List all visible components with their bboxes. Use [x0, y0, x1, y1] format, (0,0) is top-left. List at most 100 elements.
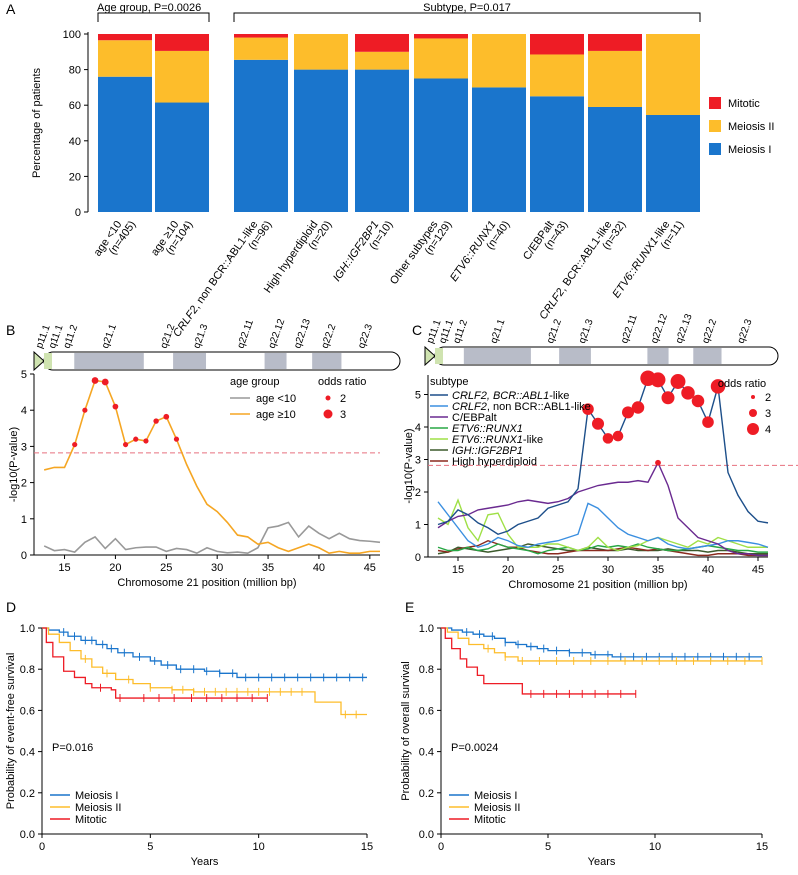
legend-label-text: , non BCR::ABL1-like — [487, 401, 591, 413]
category-label-suffix: , non BCR::ABL1-like — [191, 219, 260, 311]
survival-curve-meiosis-i — [42, 627, 367, 679]
legend-label-text: -like — [549, 390, 569, 402]
legend-label: ETV6::RUNX1-like — [452, 434, 543, 446]
y-tick-label: 0.2 — [20, 788, 35, 800]
odds-ratio-title: odds ratio — [718, 378, 766, 390]
survival-curve-mitotic — [42, 627, 268, 699]
panel-d-event-free-survival-plot: 0.0 0.2 0.4 0.6 0.8 1.0 0 5 10 15 Years Probability… — [5, 623, 373, 868]
legend-label: ETV6::RUNX1 — [452, 423, 523, 435]
x-tick-label: 0 — [438, 841, 444, 853]
x-tick-label: 20 — [109, 562, 121, 574]
cytoband-label: q22.13 — [674, 312, 695, 345]
y-tick-label: 2 — [415, 487, 421, 499]
cytoband-label: q21.2 — [545, 317, 564, 345]
panel-a-stacked-bar-chart: 0 20 40 60 80 100 Percentage of patients Age gr… — [31, 2, 774, 339]
y-axis-label: Probability of overall survival — [400, 661, 412, 800]
series-line — [437, 543, 768, 555]
significant-point — [163, 413, 170, 420]
y-tick-label: 40 — [69, 136, 81, 148]
significant-point — [702, 416, 714, 428]
x-tick-label: 25 — [552, 564, 564, 576]
legend-label: High hyperdiploid — [452, 456, 537, 468]
y-tick-label: 0.8 — [20, 664, 35, 676]
cytoband-label: q22.12 — [649, 312, 670, 345]
survival-curve-meiosis-i — [441, 627, 762, 658]
bar-meiosis-ii — [414, 38, 468, 79]
significant-point — [691, 394, 705, 408]
cytoband-dark — [693, 348, 722, 364]
survival-curve-meiosis-ii — [42, 627, 367, 716]
significant-point — [133, 436, 139, 442]
significant-point — [101, 378, 109, 386]
bar-meiosis-i — [98, 76, 152, 212]
x-axis-label: Years — [588, 856, 616, 868]
panel-label-d: D — [6, 599, 16, 615]
x-tick-label: 40 — [702, 564, 714, 576]
legend-label-italic: ETV6::RUNX1 — [452, 423, 523, 435]
significant-point — [631, 401, 645, 414]
legend-label-text: High hyperdiploid — [452, 456, 537, 468]
significant-point — [173, 436, 180, 442]
legend-label-text: C/EBPalt — [452, 412, 497, 424]
panel-e-overall-survival-plot: 0.0 0.2 0.4 0.6 0.8 1.0 0 5 10 15 Years Probability… — [400, 623, 768, 868]
series-line-age-ge-10 — [43, 379, 380, 555]
bar-mitotic — [98, 34, 152, 41]
y-axis-label: Percentage of patients — [31, 67, 43, 178]
legend-label: IGH::IGF2BP1 — [452, 445, 523, 457]
y-tick-label: 5 — [415, 390, 421, 402]
centromere-p-arm — [33, 350, 45, 372]
bar-meiosis-i — [294, 69, 348, 212]
odds-ratio-size-key — [749, 409, 757, 417]
y-tick-label: 100 — [63, 29, 81, 41]
subtype-title: Subtype, P=0.017 — [423, 2, 511, 14]
legend-label-italic: IGH::IGF2BP1 — [452, 445, 523, 457]
bar-meiosis-i — [646, 114, 700, 212]
x-tick-label: 5 — [147, 841, 153, 853]
legend-label: Meiosis II — [75, 802, 121, 814]
significant-point — [72, 441, 78, 448]
bar-mitotic — [155, 34, 209, 51]
x-tick-label: 35 — [262, 562, 274, 574]
significant-point — [91, 377, 99, 384]
bar-meiosis-i — [530, 96, 584, 212]
bar-meiosis-ii — [530, 54, 584, 97]
panel-label-c: C — [412, 322, 422, 338]
centromere-band — [44, 353, 52, 369]
cytoband-dark — [264, 353, 287, 369]
panel-label-b: B — [6, 322, 15, 338]
p-value-label: P=0.016 — [52, 742, 93, 754]
x-tick-label: 15 — [58, 562, 70, 574]
y-tick-label: 60 — [69, 100, 81, 112]
legend-label-italic: ETV6::RUNX1 — [452, 434, 523, 446]
cytoband-dark — [559, 348, 591, 364]
legend-label: Meiosis I — [728, 144, 771, 156]
odds-ratio-size-key — [325, 395, 331, 401]
y-tick-label: 0.0 — [20, 829, 35, 841]
significant-point — [661, 391, 675, 405]
legend-label-text: -like — [523, 434, 543, 446]
y-tick-label: 4 — [21, 405, 27, 417]
category-label-italic: ETV6::RUNX1 — [448, 219, 499, 284]
series-line-age-lt-10 — [43, 521, 381, 555]
series-line — [437, 543, 768, 555]
legend-label: Meiosis II — [474, 802, 520, 814]
cytoband-label: q22.11 — [235, 318, 256, 350]
y-tick-label: 5 — [21, 369, 27, 381]
x-axis-label: Years — [191, 856, 219, 868]
bar-mitotic — [588, 34, 642, 51]
category-label: ETV6::RUNX1 — [448, 219, 499, 284]
y-tick-label: 0.4 — [20, 747, 35, 759]
odds-ratio-size-key — [323, 409, 333, 419]
y-tick-label: 0 — [415, 552, 421, 564]
y-tick-label: 4 — [415, 422, 421, 434]
legend-swatch — [709, 120, 721, 132]
subtype-bracket — [233, 12, 701, 22]
significant-point — [112, 403, 119, 410]
x-tick-label: 15 — [361, 841, 373, 853]
x-tick-label: 15 — [452, 564, 464, 576]
bar-meiosis-ii — [294, 34, 348, 70]
x-tick-label: 5 — [545, 841, 551, 853]
x-tick-label: 0 — [39, 841, 45, 853]
odds-ratio-size-label: 3 — [765, 408, 771, 420]
